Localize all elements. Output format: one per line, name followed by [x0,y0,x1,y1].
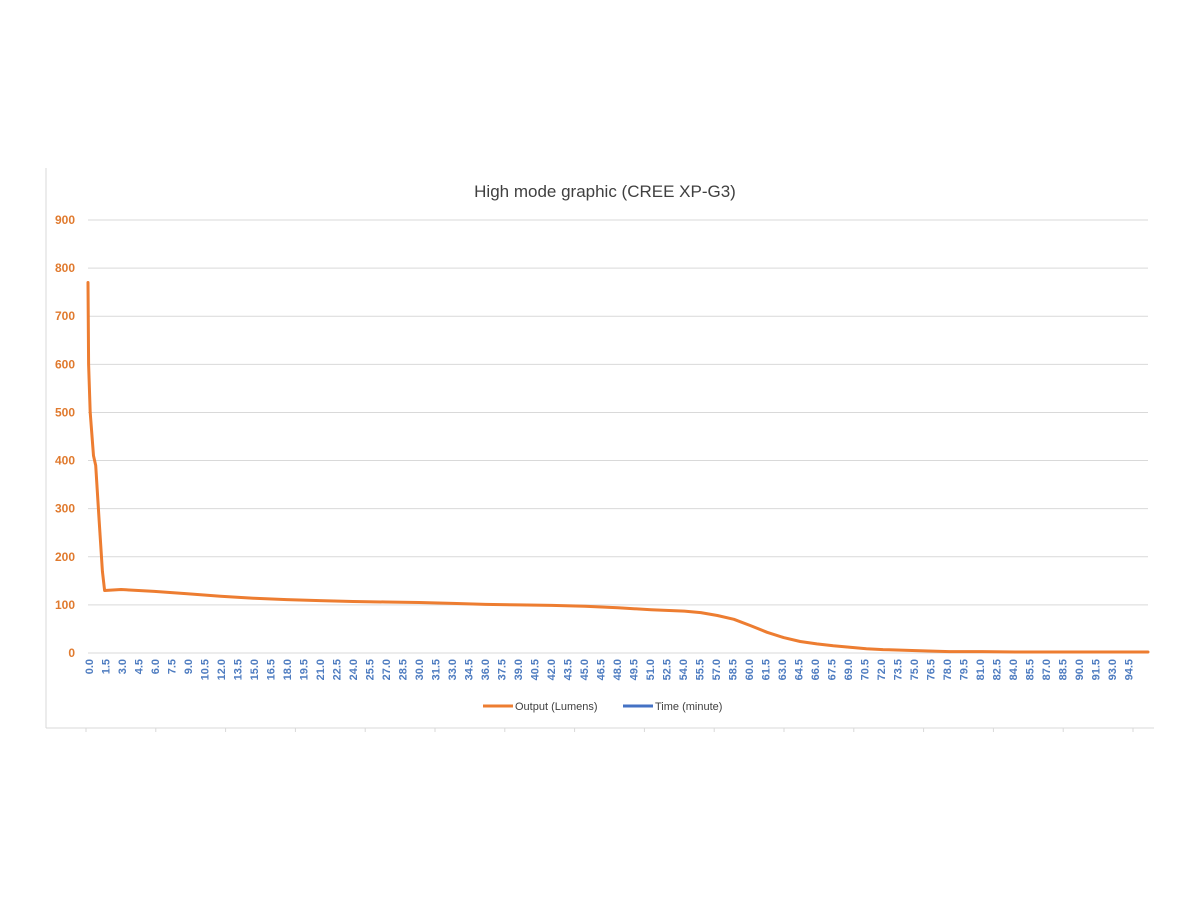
x-tick-label: 33.0 [447,659,459,680]
x-tick-label: 1.5 [101,659,113,674]
x-tick-label: 27.0 [381,659,393,680]
x-tick-label: 36.0 [480,659,492,680]
x-tick-label: 60.0 [744,659,756,680]
x-tick-label: 4.5 [134,659,146,674]
y-tick-label: 900 [55,213,75,227]
x-tick-label: 22.5 [332,659,344,680]
x-tick-label: 55.5 [695,659,707,680]
x-axis-ticks: 0.0 1.5 3.0 4.5 6.0 7.5 9.0 10.5 12.0 13.5 15.0 16.… [84,659,1136,732]
x-tick-label: 3.0 [117,659,129,674]
x-tick-label: 6.0 [150,659,162,674]
x-tick-label: 85.5 [1025,659,1037,680]
x-tick-label: 45.0 [579,659,591,680]
x-tick-label: 64.5 [794,659,806,680]
x-tick-label: 73.5 [893,659,905,680]
gridlines [88,219,1148,654]
x-tick-label: 43.5 [563,659,575,680]
x-tick-label: 79.5 [959,659,971,680]
x-tick-label: 7.5 [167,659,179,674]
x-tick-label: 28.5 [398,659,410,680]
x-tick-label: 57.0 [711,659,723,680]
x-tick-label: 72.0 [876,659,888,680]
x-tick-label: 31.5 [431,659,443,680]
x-tick-label: 91.5 [1091,659,1103,680]
x-tick-label: 52.5 [662,659,674,680]
y-tick-label: 400 [55,454,75,468]
y-axis-ticks: 0 100 200 300 400 500 600 700 800 900 [55,213,75,660]
x-tick-label: 0.0 [84,659,96,674]
x-tick-label: 67.5 [827,659,839,680]
x-tick-label: 58.5 [728,659,740,680]
series-line-output-lumens [86,281,1150,654]
x-tick-label: 12.0 [216,659,228,680]
x-tick-label: 40.5 [530,659,542,680]
x-tick-label: 34.5 [464,659,476,680]
y-tick-label: 100 [55,598,75,612]
x-tick-label: 87.0 [1041,659,1053,680]
series-lines [86,281,1150,654]
legend-label: Output (Lumens) [515,701,598,713]
x-tick-label: 70.5 [860,659,872,680]
x-tick-label: 18.0 [282,659,294,680]
x-tick-label: 30.0 [414,659,426,680]
x-tick-label: 78.0 [942,659,954,680]
x-tick-label: 16.5 [266,659,278,680]
x-tick-label: 84.0 [1008,659,1020,680]
y-tick-label: 600 [55,357,75,371]
x-tick-label: 42.0 [546,659,558,680]
x-tick-label: 88.5 [1058,659,1070,680]
x-tick-label: 51.0 [645,659,657,680]
x-tick-label: 76.5 [926,659,938,680]
x-tick-label: 63.0 [777,659,789,680]
x-tick-label: 13.5 [233,659,245,680]
x-tick-label: 93.0 [1107,659,1119,680]
x-tick-label: 75.0 [909,659,921,680]
x-tick-label: 94.5 [1124,659,1136,680]
x-tick-label: 21.0 [315,659,327,680]
x-tick-label: 37.5 [497,659,509,680]
legend: Output (Lumens) Time (minute) [483,701,722,713]
chart-area-background [46,168,1154,728]
x-tick-label: 39.0 [513,659,525,680]
x-tick-label: 90.0 [1074,659,1086,680]
y-tick-label: 0 [68,646,75,660]
x-tick-label: 54.0 [678,659,690,680]
x-tick-label: 46.5 [596,659,608,680]
x-tick-label: 24.0 [348,659,360,680]
x-tick-label: 66.0 [810,659,822,680]
x-tick-label: 61.5 [761,659,773,680]
x-tick-label: 49.5 [629,659,641,680]
x-tick-label: 25.5 [365,659,377,680]
x-tick-label: 69.0 [843,659,855,680]
y-tick-label: 200 [55,550,75,564]
x-tick-label: 82.5 [992,659,1004,680]
x-tick-label: 48.0 [612,659,624,680]
chart-title: High mode graphic (CREE XP-G3) [474,182,736,201]
legend-label: Time (minute) [655,701,722,713]
y-tick-label: 800 [55,261,75,275]
x-tick-label: 15.0 [249,659,261,680]
y-tick-label: 300 [55,502,75,516]
x-tick-label: 19.5 [299,659,311,680]
x-tick-label: 81.0 [975,659,987,680]
x-tick-label: 9.0 [183,659,195,674]
y-tick-label: 700 [55,309,75,323]
y-tick-label: 500 [55,405,75,419]
x-tick-label: 10.5 [200,659,212,680]
